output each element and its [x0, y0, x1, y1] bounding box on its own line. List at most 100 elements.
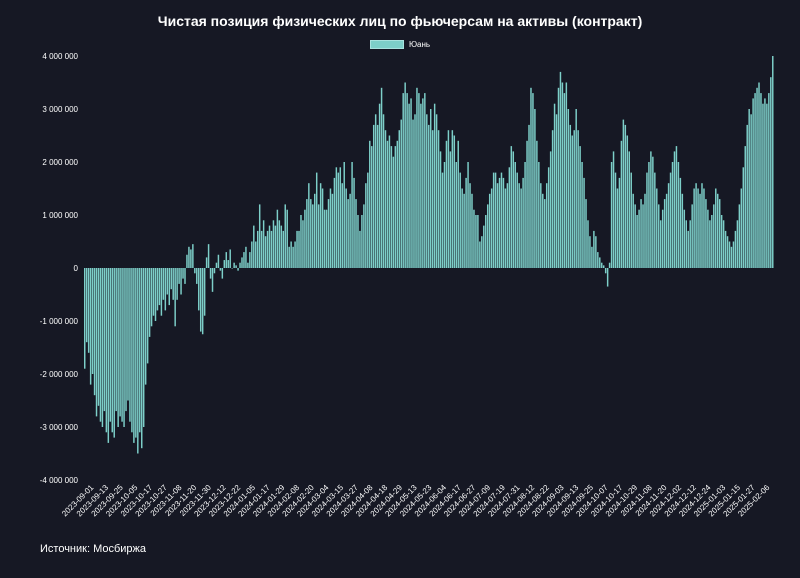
bar [152, 268, 155, 316]
bar [479, 241, 481, 268]
bar [172, 268, 174, 300]
bar [581, 162, 583, 268]
bar [156, 268, 159, 311]
bar [703, 188, 705, 268]
bar [606, 268, 609, 287]
bar [264, 236, 267, 268]
bar [522, 177, 524, 268]
bar [310, 199, 312, 268]
bar [445, 140, 448, 268]
bar [500, 172, 503, 268]
bar [713, 204, 715, 268]
bar [402, 93, 404, 268]
bar [314, 193, 316, 268]
bar [762, 103, 764, 268]
y-tick-label: 4 000 000 [42, 52, 78, 61]
bar [270, 230, 273, 268]
bar [308, 183, 310, 268]
bar [711, 215, 713, 268]
bar [89, 268, 92, 385]
bar [724, 230, 727, 268]
bar [481, 236, 483, 268]
bar [105, 268, 108, 433]
bar [697, 188, 699, 268]
bar [504, 188, 507, 268]
bar [253, 225, 255, 268]
bar [661, 209, 664, 268]
bar [628, 151, 630, 268]
bar [601, 262, 603, 268]
bar [357, 215, 359, 268]
bar [451, 130, 454, 268]
bar [119, 268, 121, 417]
bar [475, 215, 477, 268]
bar [768, 93, 770, 268]
bar [93, 268, 96, 396]
bar [400, 119, 402, 268]
bar [669, 172, 672, 268]
bar [687, 230, 689, 268]
bar [673, 151, 676, 268]
y-tick-label: 1 000 000 [42, 211, 78, 220]
legend[interactable]: Юань [0, 40, 800, 49]
bar [699, 193, 701, 268]
bar [199, 268, 202, 332]
y-tick-label: 3 000 000 [42, 105, 78, 114]
y-tick-label: -1 000 000 [40, 317, 79, 326]
bar [188, 246, 190, 268]
bar [516, 172, 518, 268]
bar [514, 162, 516, 268]
bar [298, 230, 300, 268]
bar [734, 230, 737, 268]
bar [392, 156, 395, 268]
bar [656, 188, 658, 268]
bar [502, 177, 505, 268]
bar [555, 114, 558, 268]
bar [616, 188, 619, 268]
bar [679, 177, 682, 268]
bar [658, 204, 660, 268]
bar [133, 268, 135, 443]
bar [239, 262, 241, 268]
bar [563, 93, 566, 268]
bar [597, 252, 599, 268]
bar [162, 268, 165, 300]
bar [144, 268, 147, 385]
bar [131, 268, 133, 433]
bar [709, 220, 711, 268]
bar [506, 183, 509, 268]
bar [485, 215, 487, 268]
bar [534, 109, 536, 268]
bar [321, 188, 324, 268]
bar [97, 268, 100, 406]
bar [496, 183, 499, 268]
bar [571, 135, 573, 268]
bar [772, 56, 774, 268]
bar [744, 146, 746, 268]
bar [192, 244, 194, 268]
bar [644, 193, 646, 268]
bar [758, 82, 760, 268]
bar [219, 268, 222, 271]
bar [255, 241, 257, 268]
bar [754, 93, 756, 268]
bar [667, 183, 670, 268]
bar [612, 151, 615, 268]
bar [243, 252, 245, 268]
bar [561, 82, 564, 268]
bar [742, 167, 745, 268]
bar [256, 230, 259, 268]
bar [441, 172, 444, 268]
bar [388, 135, 391, 268]
bar [691, 204, 693, 268]
bar [174, 268, 176, 327]
bar [276, 209, 279, 268]
bar [528, 124, 530, 269]
bar [251, 241, 253, 268]
bar [369, 140, 371, 268]
bar [333, 177, 336, 268]
bar [530, 87, 532, 268]
bar [447, 130, 450, 268]
bar [652, 156, 654, 268]
bar [141, 268, 143, 449]
